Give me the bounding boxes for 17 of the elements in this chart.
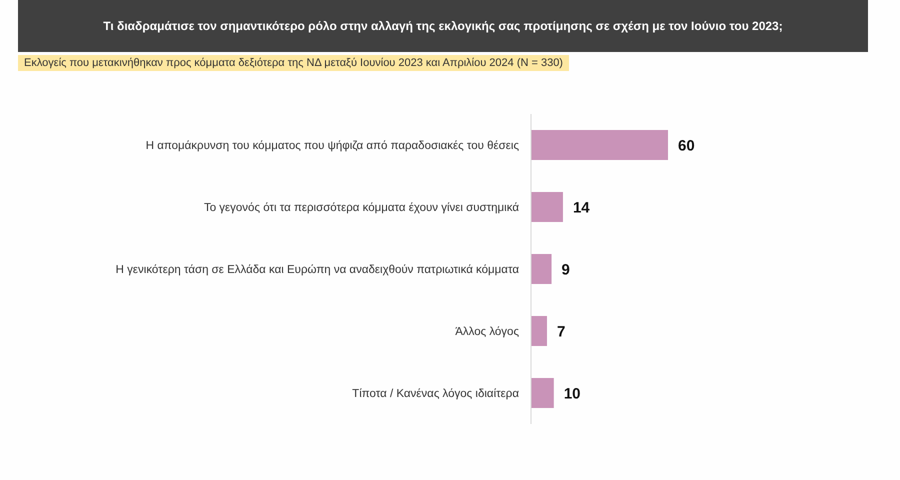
data-label: 7	[556, 323, 566, 340]
data-label: 14	[572, 199, 590, 216]
bar	[531, 316, 547, 346]
bar	[531, 254, 552, 284]
data-label: 10	[564, 385, 581, 402]
y-tick-label: Η γενικότερη τάση σε Ελλάδα και Ευρώπη να αναδειχθούν πατριωτικά κόμματα	[116, 264, 520, 276]
chart-title: Τι διαδραμάτισε τον σημαντικότερο ρόλο στην αλλαγή της εκλογικής σας προτίμησης σε σχέση με τον Ιούνιο του 2023;	[18, 0, 868, 52]
y-tick-label: Τίποτα / Κανένας λόγος ιδιαίτερα	[352, 388, 520, 400]
bar	[531, 130, 668, 160]
y-tick-label: Το γεγονός ότι τα περισσότερα κόμματα έχουν γίνει συστημικά	[204, 202, 520, 214]
bar	[531, 192, 563, 222]
data-label: 9	[562, 261, 570, 278]
text: Εκλογείς που μετακινήθηκαν προς κόμματα δεξιότερα της ΝΔ μεταξύ Ιουνίου 2023 και Απριλίου 2024 (Ν = 330)	[18, 55, 569, 71]
data-label: 60	[678, 137, 695, 154]
bar	[531, 378, 554, 408]
y-tick-label: Άλλος λόγος	[455, 326, 520, 338]
y-tick-label: Η απομάκρυνση του κόμματος που ψήφιζα από παραδοσιακές του θέσεις	[146, 140, 520, 152]
